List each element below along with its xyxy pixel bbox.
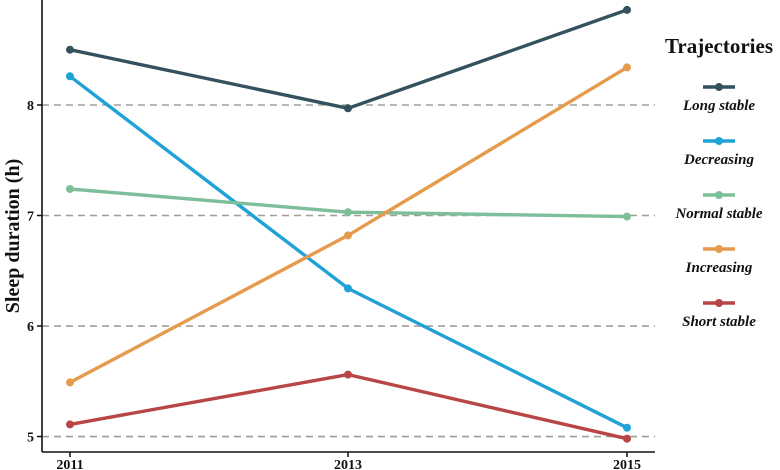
series-2	[66, 185, 631, 221]
y-tick-label: 7	[27, 210, 34, 225]
y-axis-label: Sleep duration (h)	[2, 159, 24, 313]
data-point	[66, 72, 74, 81]
legend-item: Decreasing	[683, 137, 754, 168]
legend-key-marker	[715, 245, 723, 253]
data-point	[66, 45, 74, 54]
data-point	[66, 185, 74, 193]
legend-key-marker	[715, 299, 723, 307]
data-point	[66, 420, 74, 429]
data-point	[344, 208, 352, 217]
y-tick-label: 6	[27, 320, 34, 335]
data-point	[623, 434, 631, 443]
data-point	[623, 212, 631, 221]
data-point	[344, 104, 352, 113]
x-tick-label: 2015	[613, 458, 641, 470]
x-tick-label: 2013	[334, 458, 362, 470]
legend-label: Normal stable	[674, 206, 762, 222]
data-point	[344, 370, 352, 379]
legend-item: Long stable	[682, 83, 755, 114]
data-point	[344, 231, 352, 240]
data-point	[623, 5, 631, 14]
legend-title: Trajectories	[665, 34, 773, 58]
data-point	[344, 284, 352, 293]
series-3	[66, 63, 631, 387]
series-0	[66, 5, 631, 113]
legend-item: Short stable	[682, 299, 756, 330]
legend-key-marker	[715, 191, 723, 199]
legend-label: Short stable	[682, 314, 756, 330]
series-4	[66, 370, 631, 443]
series-1	[66, 72, 631, 432]
legend: Trajectories Long stable Decreasing Normal…	[665, 34, 773, 330]
series-line	[68, 8, 629, 111]
series-line	[68, 65, 629, 385]
y-tick-label: 5	[27, 431, 34, 446]
legend-label: Long stable	[682, 98, 755, 114]
axes: 5 6 7 8 2011 2013 2015	[27, 0, 655, 470]
data-point	[623, 63, 631, 72]
legend-item: Normal stable	[674, 191, 763, 222]
legend-key-marker	[715, 83, 723, 91]
legend-label: Decreasing	[683, 152, 754, 168]
x-tick-label: 2011	[56, 458, 83, 470]
legend-label: Increasing	[685, 260, 753, 276]
legend-item: Increasing	[685, 245, 753, 276]
data-point	[66, 378, 74, 387]
y-tick-label: 8	[27, 99, 34, 114]
series-lines	[66, 5, 631, 443]
legend-key-marker	[715, 137, 723, 145]
gridlines	[42, 104, 655, 438]
data-point	[623, 423, 631, 432]
